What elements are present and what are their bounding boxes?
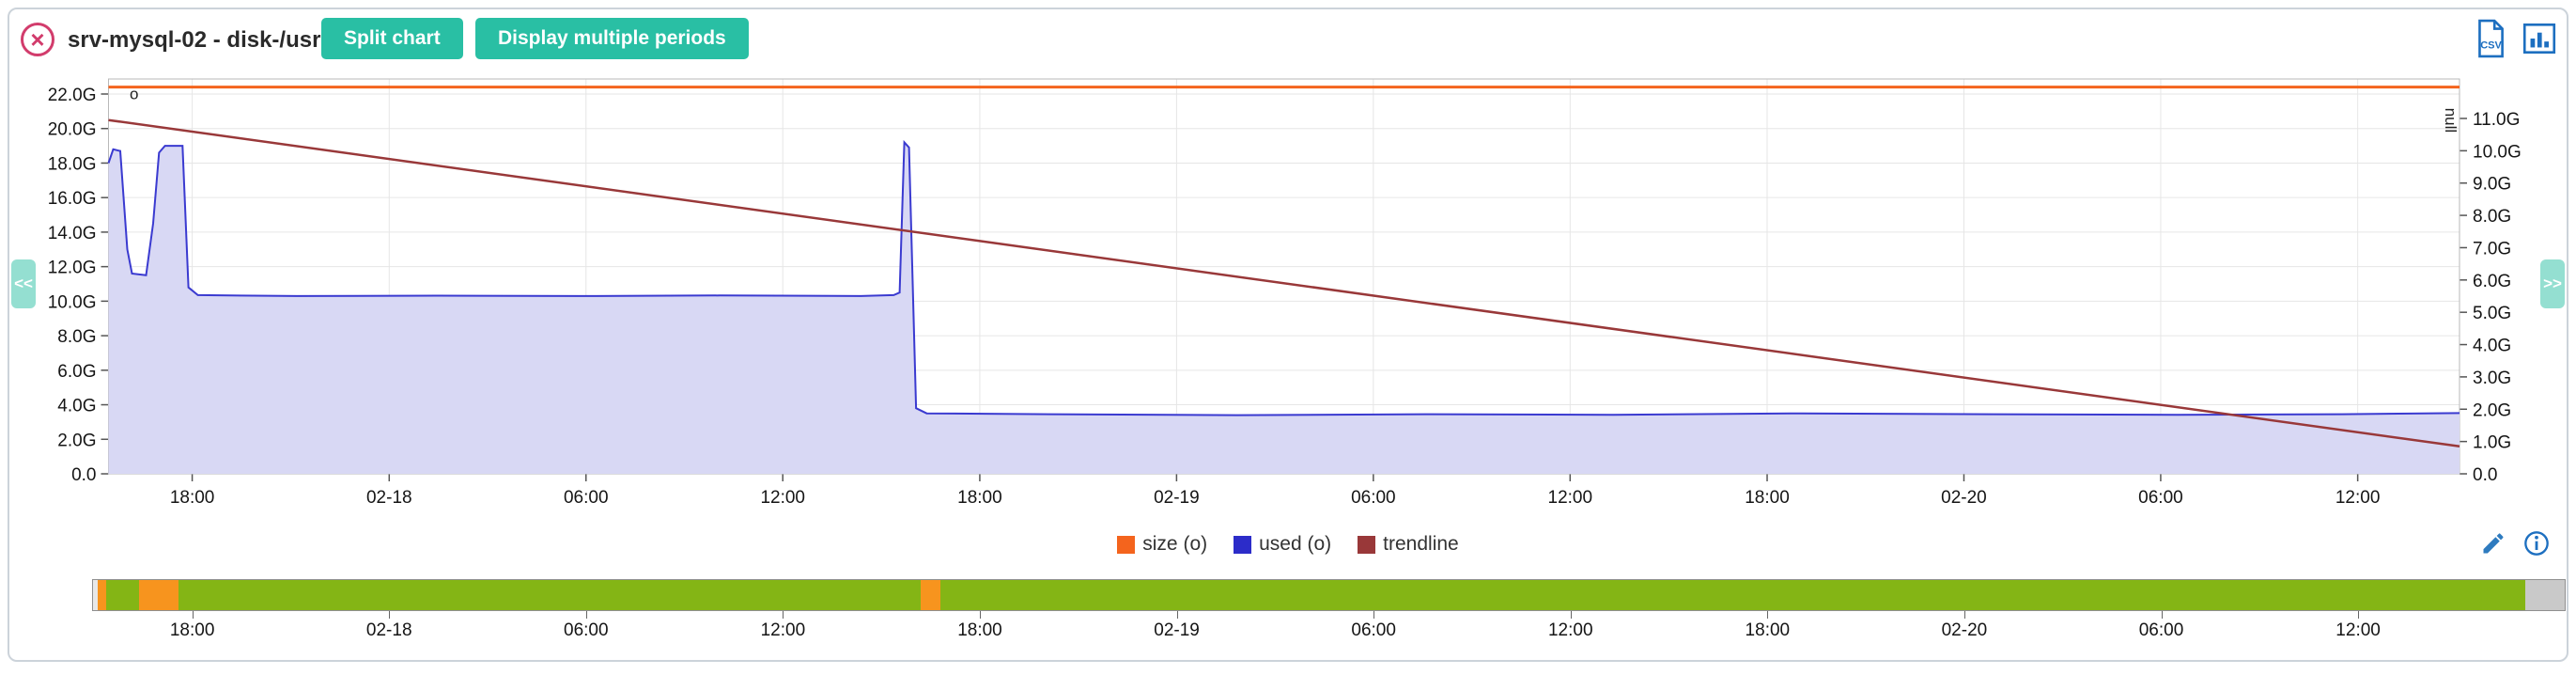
x-axis-label: 02-20 [1941, 488, 1987, 508]
pencil-icon [2483, 533, 2504, 554]
right-axis-label: 5.0G [2473, 304, 2511, 323]
navigator-axis-label: 18:00 [169, 620, 215, 640]
x-axis-label: 02-19 [1154, 488, 1200, 508]
navigator-tick [192, 611, 194, 619]
right-axis-label: 1.0G [2473, 433, 2511, 453]
disk-usage-chart[interactable]: 0.0 2.0G 4.0G 6.0G 8.0G 10.0G 12.0G 14.0G 16.0G 1… [0, 0, 2576, 526]
x-axis-label: 06:00 [564, 488, 609, 508]
used-area [108, 142, 2460, 474]
navigator-tick [1963, 611, 1965, 619]
navigator-axis-label: 12:00 [1547, 620, 1593, 640]
right-axis-label: 10.0G [2473, 142, 2522, 162]
split-chart-button[interactable]: Split chart [321, 18, 463, 59]
navigator-axis-label: 02-18 [365, 620, 412, 640]
navigator-tick [389, 611, 391, 619]
legend-swatch [1358, 535, 1376, 554]
right-axis-label: 6.0G [2473, 272, 2511, 291]
legend-item[interactable]: used (o) [1234, 533, 1331, 556]
navigator-segment [2524, 580, 2565, 610]
legend-item[interactable]: size (o) [1117, 533, 1207, 556]
navigator-tick [783, 611, 784, 619]
navigator-tick [1767, 611, 1769, 619]
navigator-segment [138, 580, 179, 610]
legend-swatch [1234, 535, 1252, 554]
right-axis-label: 2.0G [2473, 400, 2511, 420]
legend: size (o) used (o) trendline [0, 526, 2576, 562]
left-axis-label: 14.0G [48, 224, 97, 243]
export-csv-button[interactable]: CSV [2471, 19, 2510, 58]
navigator-axis-label: 02-19 [1154, 620, 1200, 640]
marker-annotation: o [130, 86, 138, 103]
right-axis-label: 9.0G [2473, 175, 2511, 195]
scroll-right-button[interactable]: >> [2540, 259, 2565, 308]
left-axis-label: 8.0G [57, 327, 96, 347]
right-axis-label: 3.0G [2473, 369, 2511, 388]
navigator-segment [921, 580, 941, 610]
legend-label: used (o) [1259, 533, 1332, 555]
left-axis-label: 0.0 [71, 465, 96, 485]
x-axis-label: 18:00 [1745, 488, 1790, 508]
navigator-axis-label: 12:00 [2335, 620, 2381, 640]
csv-file-icon: CSV [2478, 19, 2504, 58]
navigator-segment [98, 580, 106, 610]
navigator-tick [2161, 611, 2163, 619]
x-axis-label: 18:00 [170, 488, 215, 508]
right-axis-label: 4.0G [2473, 337, 2511, 356]
navigator-tick [979, 611, 981, 619]
x-axis-label: 12:00 [1548, 488, 1593, 508]
navigator-tick [585, 611, 587, 619]
left-axis-label: 18.0G [48, 154, 97, 174]
trendline [108, 118, 2460, 448]
left-axis-label: 12.0G [48, 259, 97, 278]
close-button[interactable]: × [21, 23, 54, 56]
x-axis-label: 12:00 [760, 488, 805, 508]
navigator-axis-label: 06:00 [1351, 620, 1396, 640]
left-axis-label: 20.0G [48, 120, 97, 140]
navigator-axis: 18:00 02-18 06:00 12:00 18:00 02-19 06:00 12:00… [92, 611, 2566, 645]
right-axis-label: 7.0G [2473, 239, 2511, 259]
scroll-left-button[interactable]: << [11, 259, 36, 308]
x-axis-label: 18:00 [957, 488, 1002, 508]
navigator-axis-label: 18:00 [957, 620, 1002, 640]
image-export-icon [2522, 23, 2556, 55]
left-axis-label: 2.0G [57, 431, 96, 450]
page-title: srv-mysql-02 - disk-/usr [68, 27, 321, 53]
edit-chart-button[interactable] [2478, 528, 2508, 558]
navigator-tick [1176, 611, 1178, 619]
navigator-axis-label: 02-20 [1941, 620, 1988, 640]
info-icon [2524, 531, 2549, 556]
x-axis-label: 06:00 [1351, 488, 1396, 508]
left-axis-label: 10.0G [48, 292, 97, 312]
legend-tools [2478, 528, 2552, 558]
x-axis-label: 02-18 [366, 488, 412, 508]
left-axis-label: 22.0G [48, 86, 97, 105]
left-axis-label: 6.0G [57, 362, 96, 382]
right-axis-label: 11.0G [2473, 110, 2520, 130]
left-axis-label: 4.0G [57, 397, 96, 416]
navigator-axis-label: 06:00 [564, 620, 609, 640]
legend-label: trendline [1383, 533, 1459, 555]
navigator-tick [1570, 611, 1572, 619]
navigator-tick [2358, 611, 2360, 619]
chart-info-button[interactable] [2522, 528, 2552, 558]
legend-label: size (o) [1142, 533, 1208, 555]
null-annotation: null [2442, 108, 2460, 133]
time-range-navigator[interactable] [92, 579, 2566, 611]
display-multiple-periods-button[interactable]: Display multiple periods [475, 18, 749, 59]
navigator-tick [1373, 611, 1375, 619]
right-axis-label: 0.0 [2473, 465, 2497, 485]
legend-swatch [1117, 535, 1136, 554]
navigator-segment [93, 580, 99, 610]
right-axis-label: 8.0G [2473, 207, 2511, 227]
navigator-axis-label: 06:00 [2138, 620, 2184, 640]
navigator-axis-label: 18:00 [1745, 620, 1791, 640]
export-image-button[interactable] [2520, 19, 2559, 58]
left-axis-label: 16.0G [48, 189, 97, 209]
navigator-axis-label: 12:00 [760, 620, 806, 640]
x-axis-label: 06:00 [2138, 488, 2183, 508]
x-axis-label: 12:00 [2335, 488, 2381, 508]
used-line [107, 139, 2460, 416]
legend-item[interactable]: trendline [1358, 533, 1459, 556]
svg-text:CSV: CSV [2480, 40, 2502, 52]
